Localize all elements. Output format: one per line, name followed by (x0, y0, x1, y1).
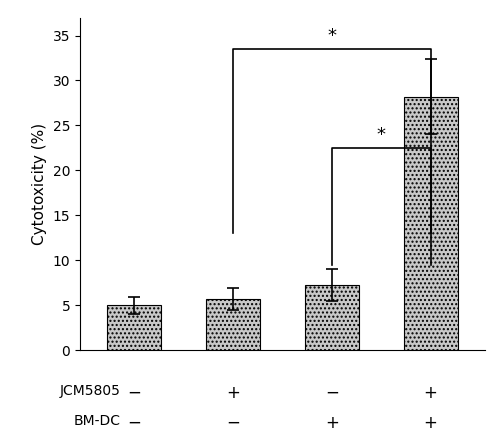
Text: JCM5805: JCM5805 (60, 384, 120, 398)
Y-axis label: Cytotoxicity (%): Cytotoxicity (%) (32, 123, 47, 245)
Text: −: − (128, 413, 141, 431)
Bar (404, 97, 458, 350)
Text: *: * (328, 28, 336, 46)
Text: +: + (325, 413, 339, 431)
Text: −: − (226, 413, 240, 431)
Text: +: + (424, 413, 438, 431)
Text: *: * (377, 127, 386, 145)
Bar (206, 299, 260, 350)
Text: −: − (325, 384, 339, 402)
Text: +: + (226, 384, 240, 402)
Bar (304, 285, 359, 350)
Text: BM-DC: BM-DC (74, 413, 120, 427)
Text: −: − (128, 384, 141, 402)
Bar (107, 305, 162, 350)
Text: +: + (424, 384, 438, 402)
